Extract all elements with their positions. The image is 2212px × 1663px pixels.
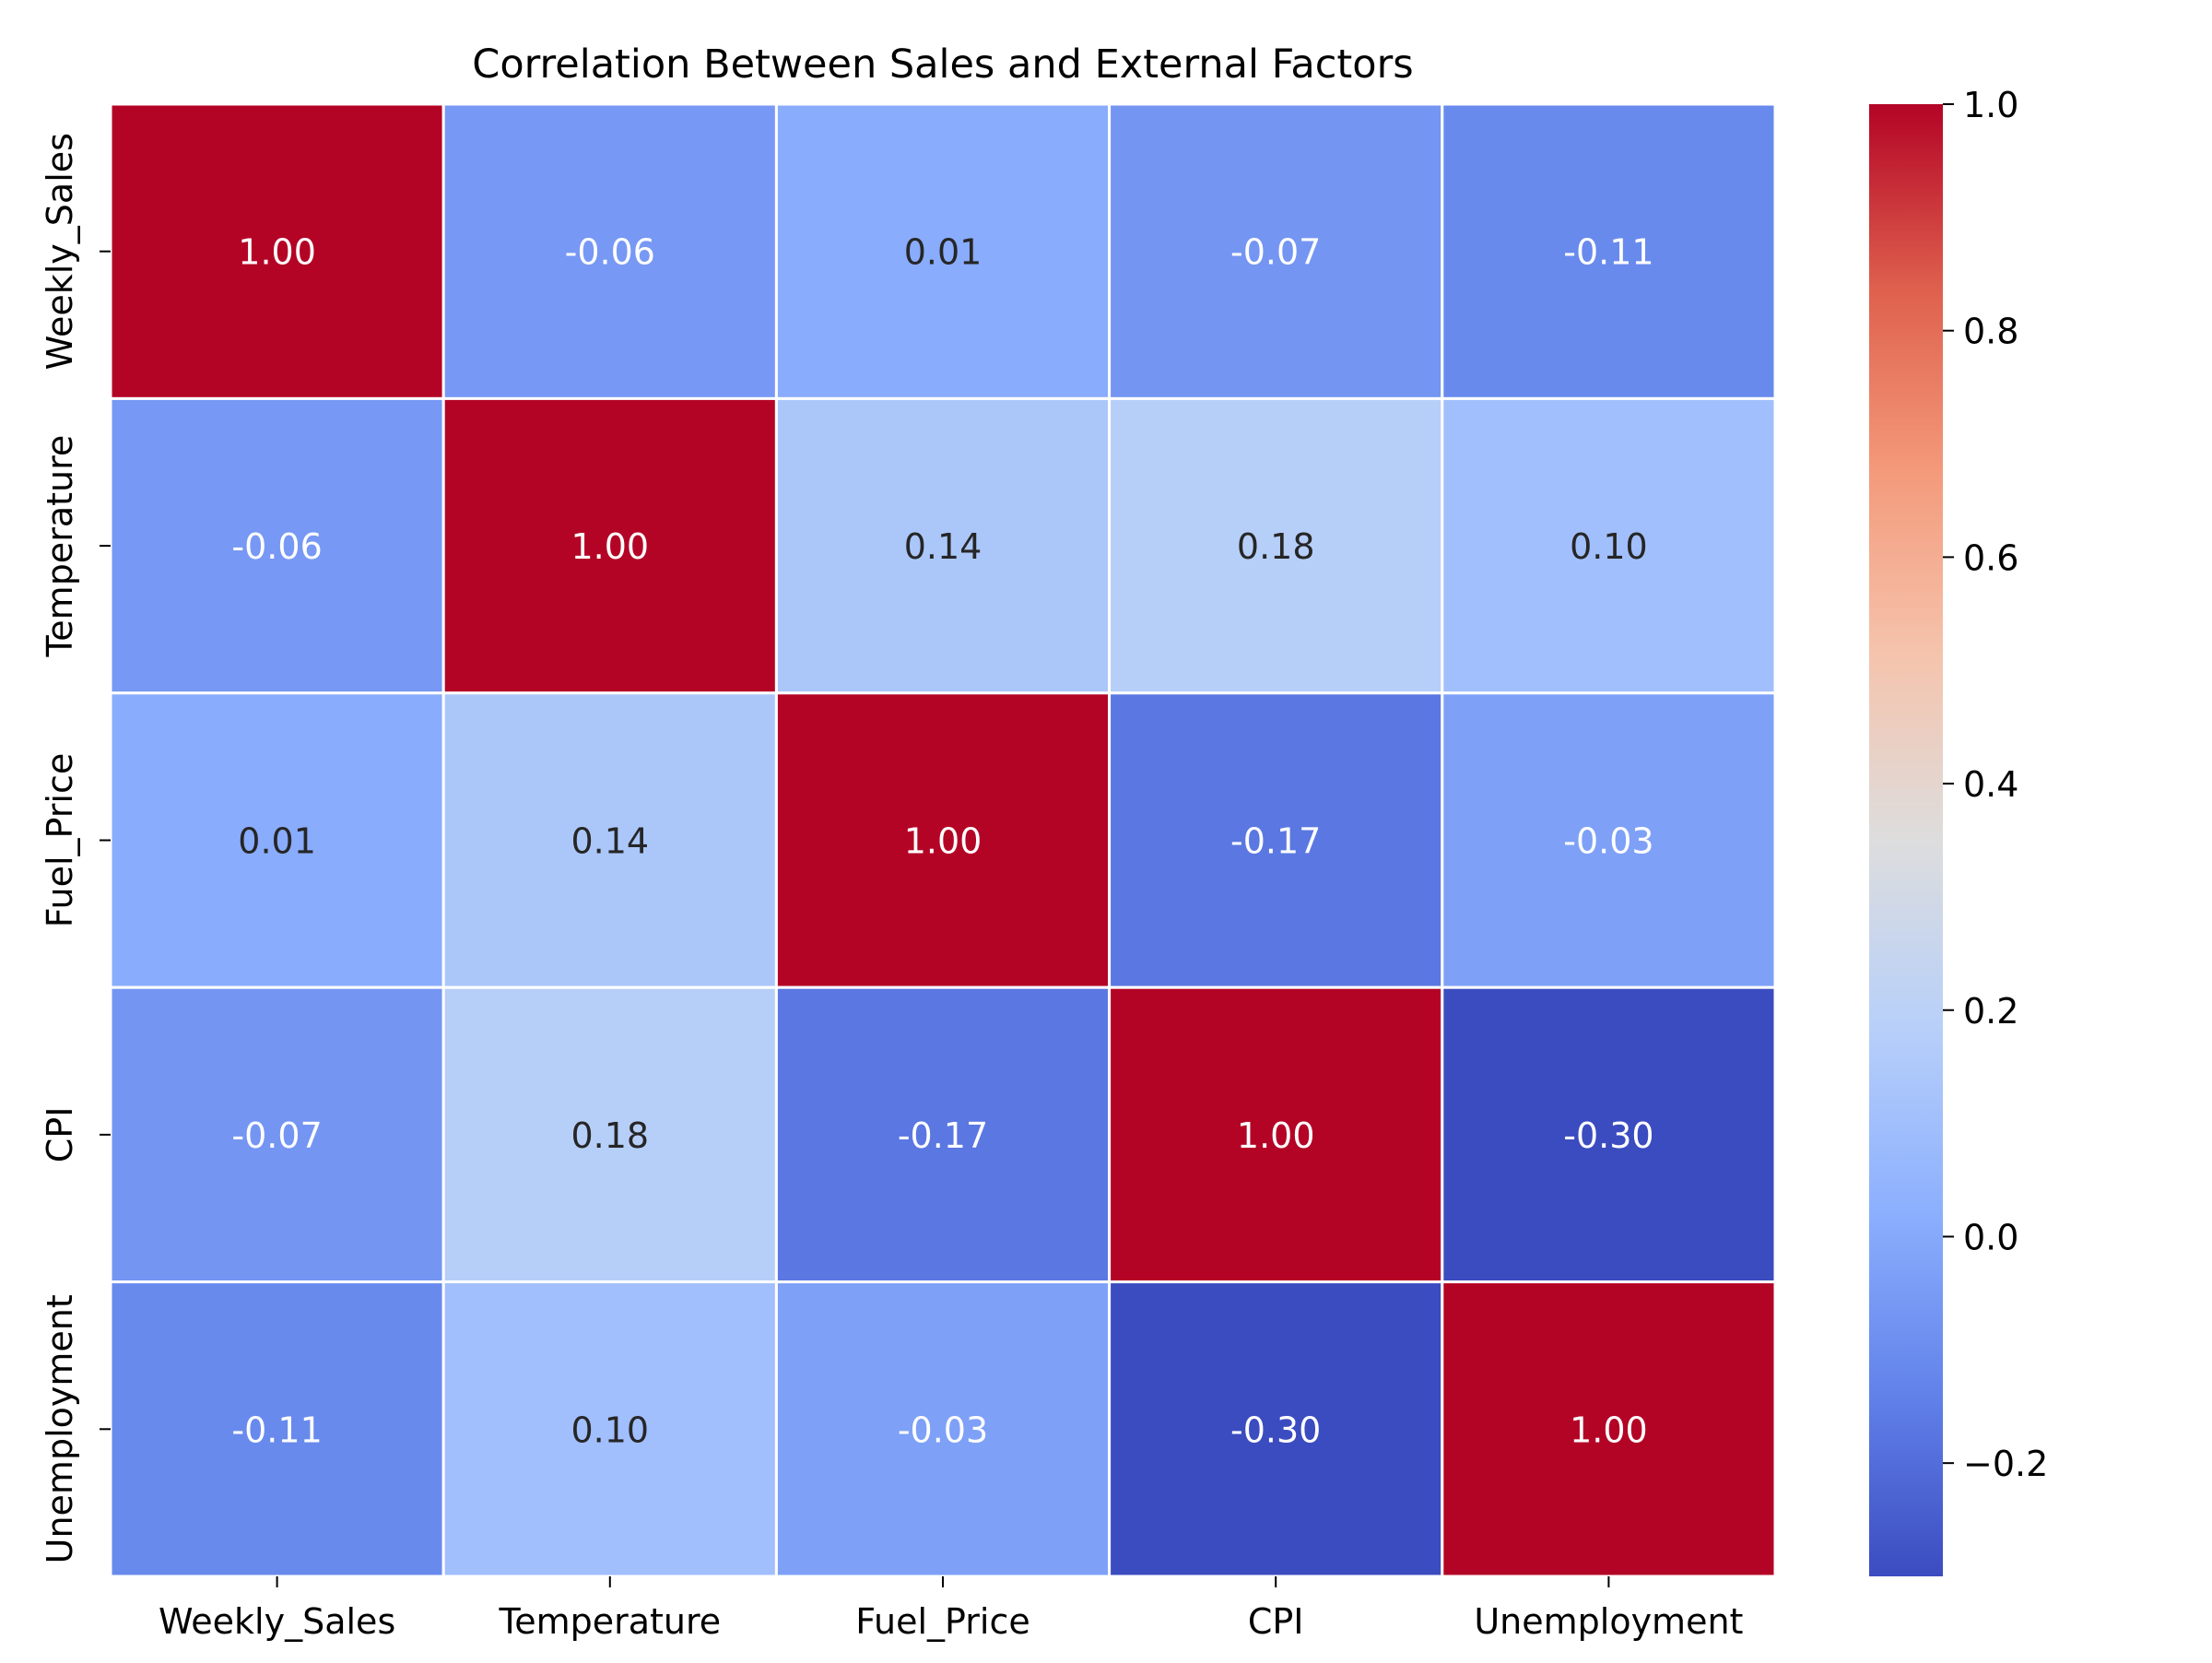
y-tick-label: Fuel_Price [40, 753, 80, 928]
cell-value-label: -0.11 [231, 1409, 322, 1450]
x-tick-label: Unemployment [1474, 1601, 1743, 1642]
x-tick-label: Fuel_Price [855, 1601, 1030, 1642]
y-tick-label: Weekly_Sales [40, 133, 80, 370]
cell-value-label: -0.07 [1230, 232, 1321, 273]
heatmap-cell [441, 1280, 778, 1578]
cell-value-label: 0.14 [904, 526, 982, 567]
cell-value-label: 1.00 [238, 232, 316, 273]
heatmap-cell [1108, 691, 1444, 989]
cell-value-label: 1.00 [1237, 1115, 1315, 1156]
y-tick-label: CPI [40, 1107, 80, 1163]
heatmap-cell [774, 985, 1112, 1284]
heatmap-cell [774, 102, 1112, 400]
heatmap-cell [109, 102, 445, 400]
heatmap-cell [1108, 985, 1444, 1284]
heatmap-cell [774, 396, 1112, 695]
cell-value-label: -0.07 [231, 1115, 322, 1156]
cell-value-label: 1.00 [904, 821, 982, 862]
heatmap-cell [1108, 102, 1444, 400]
cell-value-label: -0.06 [231, 526, 322, 567]
x-tick-label: CPI [1248, 1601, 1304, 1642]
cell-value-label: -0.17 [1230, 821, 1321, 862]
colorbar-tick-label: 0.4 [1963, 764, 2018, 805]
colorbar-gradient [1869, 104, 1943, 1576]
heatmap-cell [441, 985, 778, 1284]
heatmap-cell [1441, 396, 1777, 695]
cell-value-label: 0.14 [571, 821, 649, 862]
colorbar-tick-label: −0.2 [1963, 1444, 2048, 1484]
cell-value-label: -0.03 [1563, 821, 1653, 862]
cell-value-label: -0.30 [1230, 1409, 1321, 1450]
colorbar: −0.2 0.0 0.2 0.4 0.6 0.8 1.0 [1869, 85, 2048, 1576]
x-tick-label: Temperature [498, 1601, 721, 1642]
y-tick-label: Temperature [40, 435, 80, 658]
cell-value-label: 1.00 [1570, 1409, 1648, 1450]
cell-value-label: 0.01 [904, 232, 982, 273]
colorbar-tick-label: 0.6 [1963, 537, 2018, 578]
cell-value-label: -0.03 [898, 1409, 988, 1450]
heatmap-cell [774, 691, 1112, 989]
cell-value-labels: 1.00 -0.06 0.01 -0.07 -0.11 -0.06 1.00 0.14 0.18… [231, 232, 1653, 1451]
cell-value-label: 0.01 [238, 821, 316, 862]
heatmap-cell [774, 1280, 1112, 1578]
cell-value-label: 1.00 [571, 526, 649, 567]
heatmap-cell [441, 102, 778, 400]
y-tick-label: Unemployment [40, 1294, 80, 1563]
colorbar-tick-label: 0.2 [1963, 991, 2018, 1032]
cell-value-label: 0.10 [1570, 526, 1648, 567]
heatmap-cell [441, 691, 778, 989]
cell-value-label: 0.10 [571, 1409, 649, 1450]
cell-value-label: 0.18 [571, 1115, 649, 1156]
heatmap-cells [109, 102, 1777, 1578]
heatmap-cell [1441, 102, 1777, 400]
heatmap-cell [1441, 691, 1777, 989]
heatmap-cell [1441, 985, 1777, 1284]
x-axis: Weekly_Sales Temperature Fuel_Price CPI Unem… [159, 1576, 1743, 1642]
colorbar-tick-label: 0.8 [1963, 312, 2018, 352]
cell-value-label: -0.11 [1563, 232, 1653, 273]
y-axis: Weekly_Sales Temperature Fuel_Price CPI Unem… [40, 133, 111, 1563]
heatmap-cell [109, 396, 445, 695]
colorbar-tick-label: 0.0 [1963, 1217, 2018, 1257]
cell-value-label: 0.18 [1237, 526, 1315, 567]
heatmap-cell [1441, 1280, 1777, 1578]
cell-value-label: -0.30 [1563, 1115, 1653, 1156]
colorbar-tick-label: 1.0 [1963, 85, 2018, 125]
cell-value-label: -0.17 [898, 1115, 988, 1156]
heatmap-cell [109, 1280, 445, 1578]
cell-value-label: -0.06 [565, 232, 655, 273]
chart-title: Correlation Between Sales and External F… [472, 41, 1413, 88]
x-tick-label: Weekly_Sales [159, 1601, 395, 1642]
